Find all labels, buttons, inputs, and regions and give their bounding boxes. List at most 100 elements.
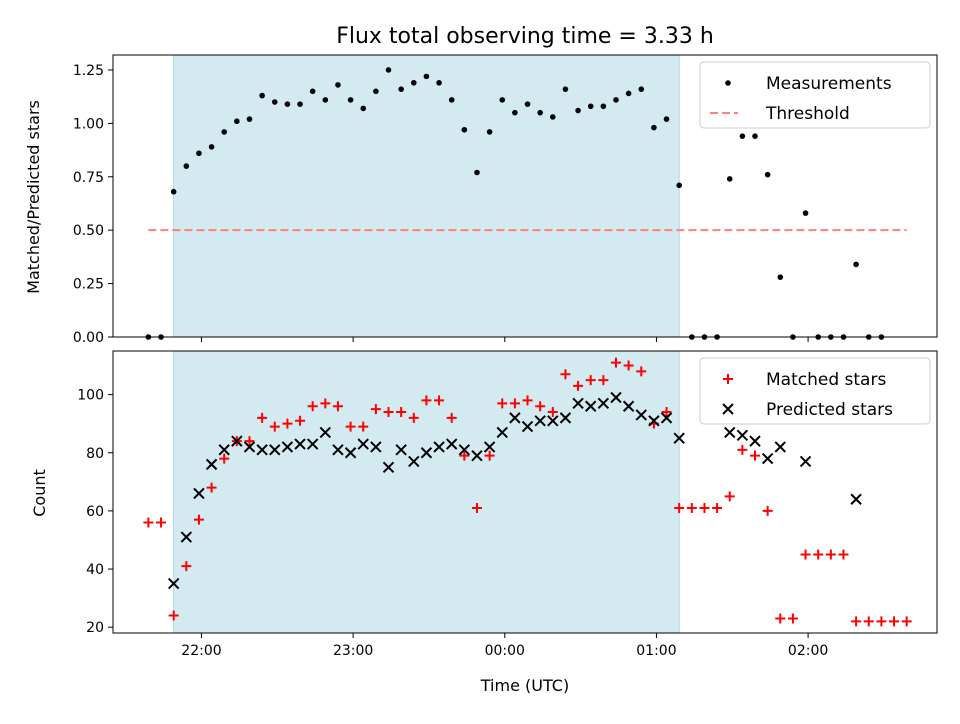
data-point [319,426,332,439]
data-point [471,449,483,462]
x-tick-label: 23:00 [333,643,373,659]
data-point [383,407,394,418]
data-point [562,86,569,92]
y-tick-label: 100 [77,388,104,404]
data-point [825,549,836,560]
data-point [269,444,281,456]
data-point [181,561,192,572]
data-point [774,441,786,453]
data-point [635,409,647,421]
y-tick-label: 1.25 [73,63,104,79]
bottom-y-axis-label: Count [30,469,49,517]
data-point [560,369,571,380]
data-point [420,447,433,459]
data-point [448,97,455,103]
data-point [483,441,496,453]
data-point [282,418,293,429]
data-point [486,129,493,135]
legend-label: Predicted stars [766,400,893,420]
data-point [648,415,660,427]
data-point [297,101,303,107]
x-tick-label: 01:00 [636,643,676,659]
data-point [585,375,596,386]
data-point [398,86,404,92]
data-point [547,407,558,418]
data-point [423,73,430,80]
data-point [651,124,657,131]
data-point [674,502,685,513]
data-point [800,549,811,560]
top-y-axis-label: Matched/Predicted stars [24,100,43,294]
data-point [660,412,673,424]
data-point [636,366,647,377]
data-point [193,487,205,500]
data-point [509,398,520,409]
data-point [231,435,243,447]
data-point [281,441,294,453]
data-point [347,97,354,103]
data-point [802,210,809,216]
y-tick-label: 0.50 [73,223,104,239]
data-point [638,86,645,92]
data-point [344,447,357,459]
legend-box [699,61,931,129]
data-point [787,613,798,624]
data-point [598,375,609,386]
data-point [521,420,534,433]
data-point [332,401,343,412]
data-point [206,482,217,493]
y-tick-label: 0.25 [73,277,104,293]
legend: Measurements Threshold [699,61,931,129]
data-point [750,450,761,461]
legend-box [699,357,931,425]
data-point [208,144,215,150]
data-point [547,415,559,427]
data-point [307,401,318,412]
data-point [749,435,761,447]
data-point [373,88,379,95]
data-point [587,103,594,110]
data-point [357,438,369,450]
chart-title: Flux total observing time = 3.33 h [336,24,714,49]
data-point [358,421,369,432]
data-point [496,426,508,439]
data-point [309,88,316,95]
data-point [284,101,291,107]
data-point [712,502,723,513]
data-point [676,182,682,189]
x-tick-label: 22:00 [181,643,221,659]
legend-label: Threshold [765,104,850,124]
data-point [167,577,180,590]
data-point [219,453,230,464]
data-point [534,415,546,427]
data-point [395,444,407,456]
data-point [196,150,202,157]
data-point [345,421,356,432]
legend: Matched stars Predicted stars [699,357,931,425]
data-point [244,436,255,447]
y-tick-label: 20 [86,620,104,636]
data-point [170,188,177,195]
data-point [889,616,900,627]
data-point [410,79,417,86]
data-point [156,517,167,528]
data-point [434,395,445,406]
data-point [461,126,468,133]
data-point [775,613,786,624]
data-point [622,400,635,412]
y-tick-label: 80 [86,446,104,462]
data-point [458,444,471,456]
data-point [234,118,240,125]
data-point [246,116,253,122]
series-predicted-stars [167,391,862,590]
data-point [724,491,735,502]
data-point [271,99,278,105]
data-point [370,441,382,453]
data-point [512,109,518,116]
y-tick-label: 40 [86,562,104,578]
y-tick-label: 0.00 [73,330,104,346]
y-tick-label: 60 [86,504,104,520]
data-point [382,461,395,473]
data-point [218,444,230,456]
